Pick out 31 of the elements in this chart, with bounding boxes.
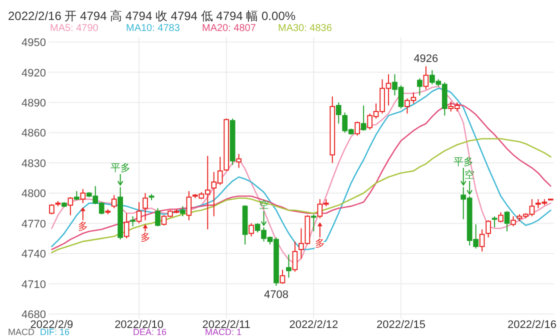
annotation: 4708 xyxy=(264,288,288,301)
y-tick-label: 4740 xyxy=(22,248,46,261)
annotation: 多 xyxy=(140,231,150,244)
chart-title: 2022/2/16 开 4794 高 4794 收 4794 低 4794 幅 0.00% xyxy=(8,9,296,23)
y-tick-label: 4890 xyxy=(22,97,46,110)
x-tick-label: 2022/2/15 xyxy=(376,319,426,331)
annotation: 4926 xyxy=(414,53,438,66)
y-tick-label: 4770 xyxy=(22,218,46,230)
annotation: 多 xyxy=(78,220,88,232)
text: MA20: 4807 xyxy=(202,23,256,34)
x-tick-label: 2022/2/16 xyxy=(508,319,556,331)
annotation: 平多 xyxy=(453,156,474,168)
y-tick-label: 4800 xyxy=(22,188,46,200)
y-tick-label: 4920 xyxy=(22,67,46,80)
y-tick-label: 4680 xyxy=(22,308,46,321)
y-tick-label: 4830 xyxy=(22,158,46,170)
x-tick-label: 2022/2/12 xyxy=(289,319,338,331)
text: MACD: 1 xyxy=(205,327,242,336)
text: MA30: 4836 xyxy=(278,23,332,34)
annotation: 平多 xyxy=(110,162,130,174)
annotation: 空 xyxy=(464,169,475,181)
annotation: 空 xyxy=(258,199,269,212)
text: DEA: 16 xyxy=(133,327,167,336)
text: MACD xyxy=(8,327,35,336)
text: DIF: 16 xyxy=(40,327,70,336)
y-tick-label: 4860 xyxy=(22,128,46,140)
y-tick-label: 4710 xyxy=(22,278,46,291)
line-series xyxy=(51,138,552,254)
text: MA10: 4783 xyxy=(126,23,180,34)
y-tick-label: 4950 xyxy=(22,37,46,50)
text: MA5: 4790 xyxy=(50,23,99,34)
